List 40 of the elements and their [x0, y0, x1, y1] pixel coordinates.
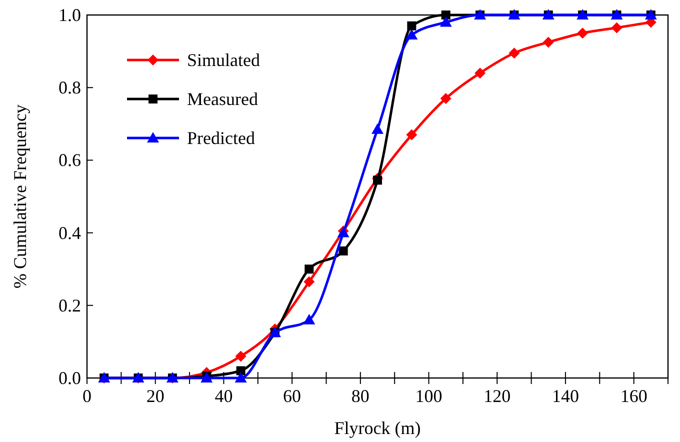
- point: [338, 246, 348, 256]
- point: [441, 10, 450, 20]
- point: [542, 36, 554, 48]
- y-tick-label: 0.0: [58, 368, 81, 388]
- point: [611, 22, 622, 34]
- legend-label: Measured: [187, 89, 258, 109]
- y-tick-label: 1.0: [58, 5, 81, 25]
- point: [236, 366, 246, 376]
- point: [508, 48, 520, 59]
- point: [304, 276, 315, 288]
- point: [373, 176, 382, 185]
- point: [304, 264, 314, 274]
- x-tick-label: 140: [552, 386, 579, 406]
- point: [372, 123, 384, 134]
- legend-label: Simulated: [187, 50, 260, 70]
- y-tick-label: 0.2: [58, 295, 81, 316]
- x-tick-label: 60: [283, 386, 302, 406]
- point: [303, 314, 316, 324]
- legend-label: Predicted: [187, 128, 255, 148]
- point: [440, 16, 452, 27]
- y-tick-label: 0.6: [58, 150, 81, 170]
- x-tick-label: 20: [146, 386, 164, 406]
- y-tick-label: 0.8: [58, 78, 81, 98]
- point: [235, 350, 246, 362]
- point: [406, 28, 418, 40]
- y-tick-label: 0.4: [58, 222, 81, 243]
- point: [577, 28, 588, 39]
- x-tick-label: 80: [351, 386, 370, 406]
- point: [406, 129, 418, 140]
- y-axis-title: % Cumulative Frequency: [10, 104, 30, 288]
- x-tick-label: 40: [214, 386, 233, 406]
- point: [474, 68, 486, 79]
- x-tick-label: 0: [82, 386, 92, 406]
- x-axis-title: Flyrock (m): [334, 418, 421, 438]
- x-tick-label: 160: [620, 386, 648, 406]
- point: [407, 21, 416, 30]
- point: [234, 372, 247, 382]
- point: [440, 92, 452, 104]
- x-tick-label: 100: [415, 386, 442, 406]
- x-tick-label: 120: [484, 386, 511, 406]
